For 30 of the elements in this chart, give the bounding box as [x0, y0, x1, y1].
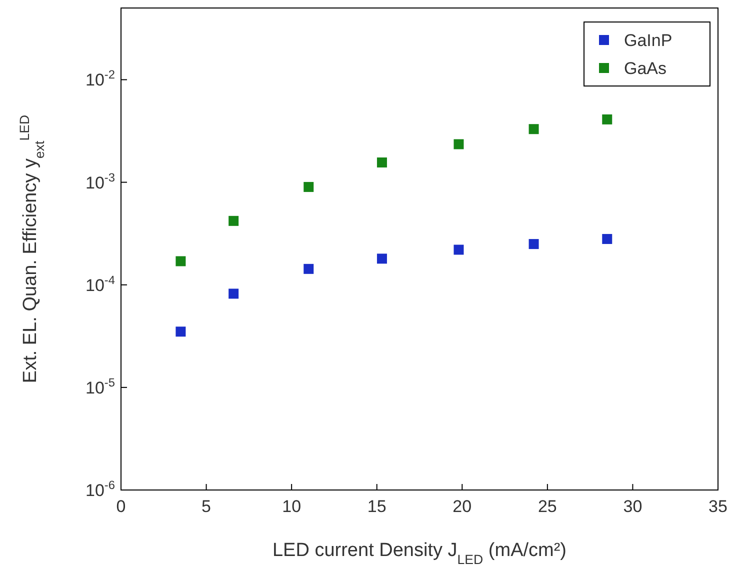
legend-label: GaInP — [624, 31, 672, 50]
y-tick-label: 10$^{-2}$ — [86, 68, 116, 90]
y-tick-label: 10$^{-6}$ — [86, 478, 116, 500]
point — [454, 244, 464, 255]
point — [528, 239, 539, 250]
point — [602, 234, 612, 244]
y-tick-label: 10$^{-5}$ — [86, 375, 116, 398]
x-tick-label: 20 — [452, 497, 472, 516]
point — [228, 216, 239, 226]
legend-label: GaAs — [624, 59, 667, 78]
point — [454, 139, 464, 150]
x-tick-label: 5 — [202, 497, 212, 516]
x-tick-label: 0 — [116, 497, 126, 516]
point — [528, 124, 539, 134]
point — [376, 254, 387, 264]
point — [228, 288, 239, 299]
y-tick-label: 10$^{-3}$ — [86, 170, 116, 192]
point — [376, 157, 387, 168]
point — [304, 182, 314, 192]
point — [176, 326, 186, 337]
x-tick-label: 25 — [538, 497, 557, 516]
point — [304, 264, 314, 274]
x-tick-label: 15 — [367, 497, 386, 516]
x-axis-title: LED current Density J$_{LED}$ (mA/cm²) — [272, 540, 567, 566]
x-tick-label: 10 — [282, 497, 302, 516]
x-tick-label: 35 — [708, 497, 728, 516]
point — [602, 114, 612, 124]
x-tick-label: 30 — [623, 497, 642, 516]
y-tick-label: 10$^{-4}$ — [86, 272, 116, 295]
point — [176, 256, 186, 266]
